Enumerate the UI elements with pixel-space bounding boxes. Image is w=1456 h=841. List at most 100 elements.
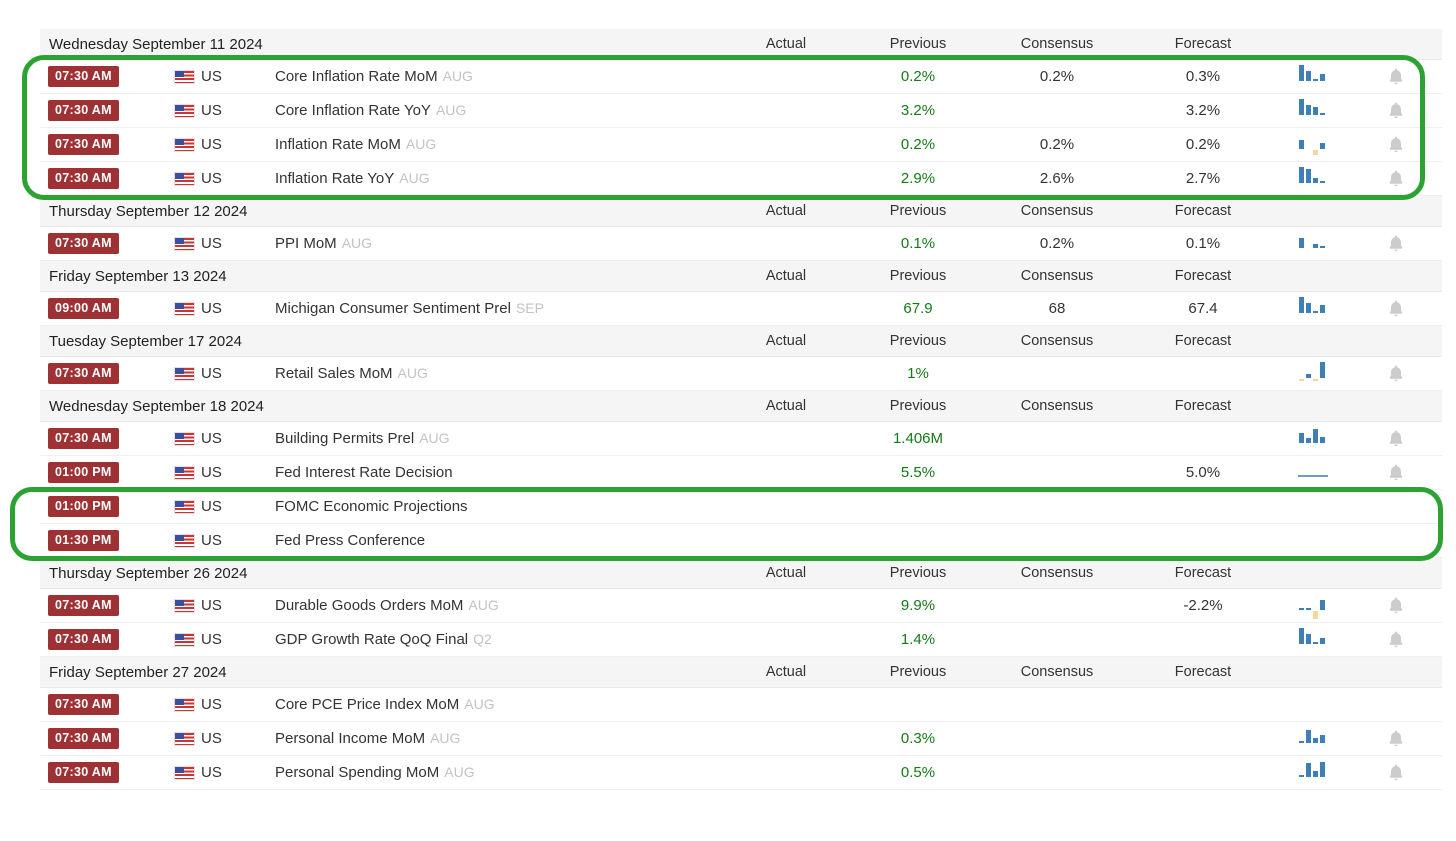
alert-bell-button[interactable] bbox=[1389, 430, 1403, 447]
event-name[interactable]: Michigan Consumer Sentiment Prel SEP bbox=[275, 300, 720, 317]
event-name[interactable]: Core Inflation Rate MoM AUG bbox=[275, 68, 720, 85]
history-sparkline-chart[interactable] bbox=[1297, 166, 1329, 192]
history-sparkline-chart[interactable] bbox=[1297, 361, 1329, 387]
country-cell: US bbox=[175, 597, 275, 614]
event-row[interactable]: 07:30 AM US Durable Goods Orders MoM AUG 9.9… bbox=[40, 589, 1442, 623]
history-sparkline-chart[interactable] bbox=[1297, 64, 1329, 90]
time-cell: 07:30 AM bbox=[40, 728, 175, 749]
spark-bar bbox=[1320, 304, 1325, 313]
forecast-value: 0.3% bbox=[1185, 68, 1221, 85]
event-row[interactable]: 01:00 PM US Fed Interest Rate Decision 5.5%… bbox=[40, 456, 1442, 490]
event-name[interactable]: Personal Spending MoM AUG bbox=[275, 764, 720, 781]
alert-bell-button[interactable] bbox=[1389, 631, 1403, 648]
event-name[interactable]: Inflation Rate YoY AUG bbox=[275, 170, 720, 187]
bell-cell bbox=[1350, 365, 1442, 382]
previous-value: 9.9% bbox=[900, 597, 936, 614]
time-cell: 07:30 AM bbox=[40, 595, 175, 616]
bell-cell bbox=[1350, 68, 1442, 85]
history-sparkline-chart[interactable] bbox=[1297, 760, 1329, 786]
spark-bar bbox=[1298, 474, 1328, 477]
time-cell: 07:30 AM bbox=[40, 168, 175, 189]
alert-bell-button[interactable] bbox=[1389, 170, 1403, 187]
event-row[interactable]: 01:30 PM US Fed Press Conference bbox=[40, 524, 1442, 558]
event-name[interactable]: Durable Goods Orders MoM AUG bbox=[275, 597, 720, 614]
history-sparkline-chart[interactable] bbox=[1297, 132, 1329, 158]
event-row[interactable]: 07:30 AM US Core Inflation Rate MoM AUG 0.2%… bbox=[40, 60, 1442, 94]
time-badge: 07:30 AM bbox=[48, 66, 119, 87]
alert-bell-button[interactable] bbox=[1389, 764, 1403, 781]
event-name-text: Inflation Rate YoY bbox=[275, 170, 395, 187]
history-sparkline-chart[interactable] bbox=[1297, 231, 1329, 257]
event-row[interactable]: 09:00 AM US Michigan Consumer Sentiment Pr… bbox=[40, 292, 1442, 326]
alert-bell-button[interactable] bbox=[1389, 365, 1403, 382]
event-name[interactable]: FOMC Economic Projections bbox=[275, 498, 720, 515]
event-name[interactable]: Retail Sales MoM AUG bbox=[275, 365, 720, 382]
time-badge: 09:00 AM bbox=[48, 298, 119, 319]
alert-bell-button[interactable] bbox=[1389, 235, 1403, 252]
event-name[interactable]: Fed Interest Rate Decision bbox=[275, 464, 720, 481]
column-header-consensus: Consensus bbox=[1020, 664, 1094, 680]
consensus-value: 68 bbox=[1048, 300, 1066, 317]
event-name[interactable]: Core PCE Price Index MoM AUG bbox=[275, 696, 720, 713]
event-row[interactable]: 01:00 PM US FOMC Economic Projections bbox=[40, 490, 1442, 524]
us-flag-icon bbox=[175, 599, 194, 612]
us-flag-icon bbox=[175, 367, 194, 380]
column-header-actual: Actual bbox=[765, 398, 807, 414]
alert-bell-button[interactable] bbox=[1389, 68, 1403, 85]
event-row[interactable]: 07:30 AM US PPI MoM AUG 0.1% 0.2% 0.1% bbox=[40, 227, 1442, 261]
alert-bell-icon bbox=[1389, 464, 1403, 481]
country-code: US bbox=[201, 170, 222, 187]
time-badge: 01:30 PM bbox=[48, 530, 119, 551]
history-sparkline-chart[interactable] bbox=[1297, 98, 1329, 124]
event-period-label: AUG bbox=[435, 102, 467, 118]
event-row[interactable]: 07:30 AM US GDP Growth Rate QoQ Final Q2 1.4… bbox=[40, 623, 1442, 657]
event-period-label: AUG bbox=[430, 730, 461, 746]
event-name[interactable]: Inflation Rate MoM AUG bbox=[275, 136, 720, 153]
event-row[interactable]: 07:30 AM US Personal Spending MoM AUG 0.5% bbox=[40, 756, 1442, 790]
event-period-label: AUG bbox=[444, 764, 475, 780]
event-name[interactable]: Core Inflation Rate YoY AUG bbox=[275, 102, 720, 119]
event-name[interactable]: Personal Income MoM AUG bbox=[275, 730, 720, 747]
previous-value: 1% bbox=[907, 365, 929, 382]
event-row[interactable]: 07:30 AM US Inflation Rate YoY AUG 2.9% 2.6% 2… bbox=[40, 162, 1442, 196]
spark-bar bbox=[1306, 762, 1311, 777]
event-row[interactable]: 07:30 AM US Personal Income MoM AUG 0.3% bbox=[40, 722, 1442, 756]
event-name[interactable]: Fed Press Conference bbox=[275, 532, 720, 549]
history-sparkline-chart[interactable] bbox=[1297, 296, 1329, 322]
event-row[interactable]: 07:30 AM US Retail Sales MoM AUG 1% bbox=[40, 357, 1442, 391]
time-cell: 07:30 AM bbox=[40, 428, 175, 449]
event-row[interactable]: 07:30 AM US Core Inflation Rate YoY AUG 3.2%… bbox=[40, 94, 1442, 128]
time-badge: 01:00 PM bbox=[48, 496, 119, 517]
alert-bell-button[interactable] bbox=[1389, 136, 1403, 153]
history-sparkline-chart[interactable] bbox=[1297, 627, 1329, 653]
alert-bell-button[interactable] bbox=[1389, 464, 1403, 481]
event-period-label: SEP bbox=[515, 300, 544, 316]
time-badge: 01:00 PM bbox=[48, 462, 119, 483]
alert-bell-button[interactable] bbox=[1389, 300, 1403, 317]
country-code: US bbox=[201, 730, 222, 747]
spark-bar bbox=[1299, 740, 1304, 743]
column-header-actual: Actual bbox=[765, 203, 807, 219]
column-header-actual: Actual bbox=[765, 36, 807, 52]
event-name[interactable]: PPI MoM AUG bbox=[275, 235, 720, 252]
event-name[interactable]: GDP Growth Rate QoQ Final Q2 bbox=[275, 631, 720, 648]
event-row[interactable]: 07:30 AM US Core PCE Price Index MoM AUG bbox=[40, 688, 1442, 722]
time-cell: 07:30 AM bbox=[40, 363, 175, 384]
history-sparkline-chart[interactable] bbox=[1297, 593, 1329, 619]
event-name[interactable]: Building Permits Prel AUG bbox=[275, 430, 720, 447]
country-cell: US bbox=[175, 430, 275, 447]
spark-bar bbox=[1320, 599, 1325, 610]
history-sparkline-chart[interactable] bbox=[1297, 460, 1329, 486]
bell-cell bbox=[1350, 136, 1442, 153]
history-sparkline-chart[interactable] bbox=[1297, 426, 1329, 452]
event-row[interactable]: 07:30 AM US Building Permits Prel AUG 1.406M bbox=[40, 422, 1442, 456]
alert-bell-button[interactable] bbox=[1389, 102, 1403, 119]
date-label: Wednesday September 18 2024 bbox=[49, 397, 264, 415]
time-badge: 07:30 AM bbox=[48, 728, 119, 749]
alert-bell-button[interactable] bbox=[1389, 597, 1403, 614]
history-sparkline-chart[interactable] bbox=[1297, 726, 1329, 752]
country-cell: US bbox=[175, 532, 275, 549]
country-code: US bbox=[201, 764, 222, 781]
event-row[interactable]: 07:30 AM US Inflation Rate MoM AUG 0.2% 0.2% 0… bbox=[40, 128, 1442, 162]
alert-bell-button[interactable] bbox=[1389, 730, 1403, 747]
